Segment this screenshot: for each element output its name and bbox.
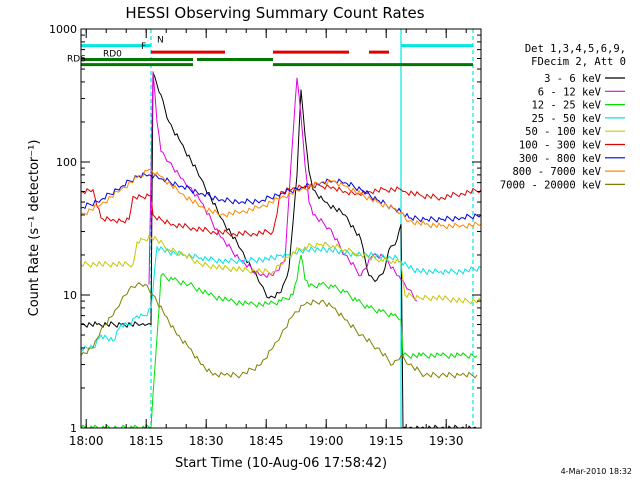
legend-entry-6-12-kev: 6 - 12 keV	[538, 86, 602, 98]
legend: Det 1,3,4,5,6,9, FDecim 2, Att 0 3 - 6 k…	[500, 43, 626, 191]
flag-label-rd6: RD6	[67, 55, 86, 65]
x-axis-label: Start Time (10-Aug-06 17:58:42)	[175, 456, 387, 471]
axes: 1 10 100 1000 18:00 18:15 18:30 18:45 19:00 19:15…	[49, 23, 482, 448]
series-line-6-12-kev	[148, 71, 418, 302]
flag-label-f: F	[141, 42, 146, 52]
x-tick-label: 18:45	[249, 434, 284, 448]
plot-area	[81, 29, 481, 428]
y-tick-label: 100	[56, 156, 77, 169]
series-line-100-300-kev	[81, 182, 481, 238]
plot-frame	[80, 28, 482, 429]
series-line-12-25-kev	[81, 254, 478, 428]
legend-header-line-2: FDecim 2, Att 0	[531, 56, 626, 68]
legend-entry-3-6-kev: 3 - 6 keV	[544, 73, 602, 85]
series-line-25-50-kev	[81, 245, 481, 352]
legend-header-line-1: Det 1,3,4,5,6,9,	[525, 43, 626, 55]
legend-entry-7000-20000-kev: 7000 - 20000 keV	[500, 179, 602, 191]
series-line-800-7000-kev	[81, 168, 481, 230]
y-axis-label: Count Rate (s⁻¹ detector⁻¹)	[27, 140, 42, 317]
legend-entry-800-7000-kev: 800 - 7000 keV	[512, 166, 601, 178]
y-tick-label: 1	[70, 422, 77, 435]
series-line-7000-20000-kev	[81, 282, 478, 379]
flag-label-rd0: RD0	[103, 49, 122, 59]
legend-entry-12-25-kev: 12 - 25 keV	[531, 100, 601, 112]
y-tick-label: 1000	[49, 23, 77, 36]
series-line-50-100-kev	[81, 234, 481, 305]
series-line-300-800-kev	[81, 172, 481, 223]
x-tick-label: 19:15	[369, 434, 404, 448]
flag-label-n: N	[157, 36, 164, 46]
x-tick-label: 19:00	[309, 434, 344, 448]
y-tick-label: 10	[63, 289, 77, 302]
footer-date: 4-Mar-2010 18:32	[561, 467, 632, 476]
x-tick-label: 18:15	[129, 434, 164, 448]
x-tick-label: 19:30	[429, 434, 464, 448]
legend-entry-100-300-kev: 100 - 300 keV	[519, 140, 602, 152]
x-tick-label: 18:30	[189, 434, 224, 448]
chart-title: HESSI Observing Summary Count Rates	[125, 4, 424, 22]
legend-entry-25-50-kev: 25 - 50 keV	[531, 113, 601, 125]
series-line-3-6-kev	[81, 72, 481, 428]
legend-entry-50-100-kev: 50 - 100 keV	[525, 126, 602, 138]
legend-entry-300-800-kev: 300 - 800 keV	[519, 153, 602, 165]
x-tick-label: 18:00	[69, 434, 104, 448]
flag-bars: N F RD0 RD6	[67, 36, 473, 67]
